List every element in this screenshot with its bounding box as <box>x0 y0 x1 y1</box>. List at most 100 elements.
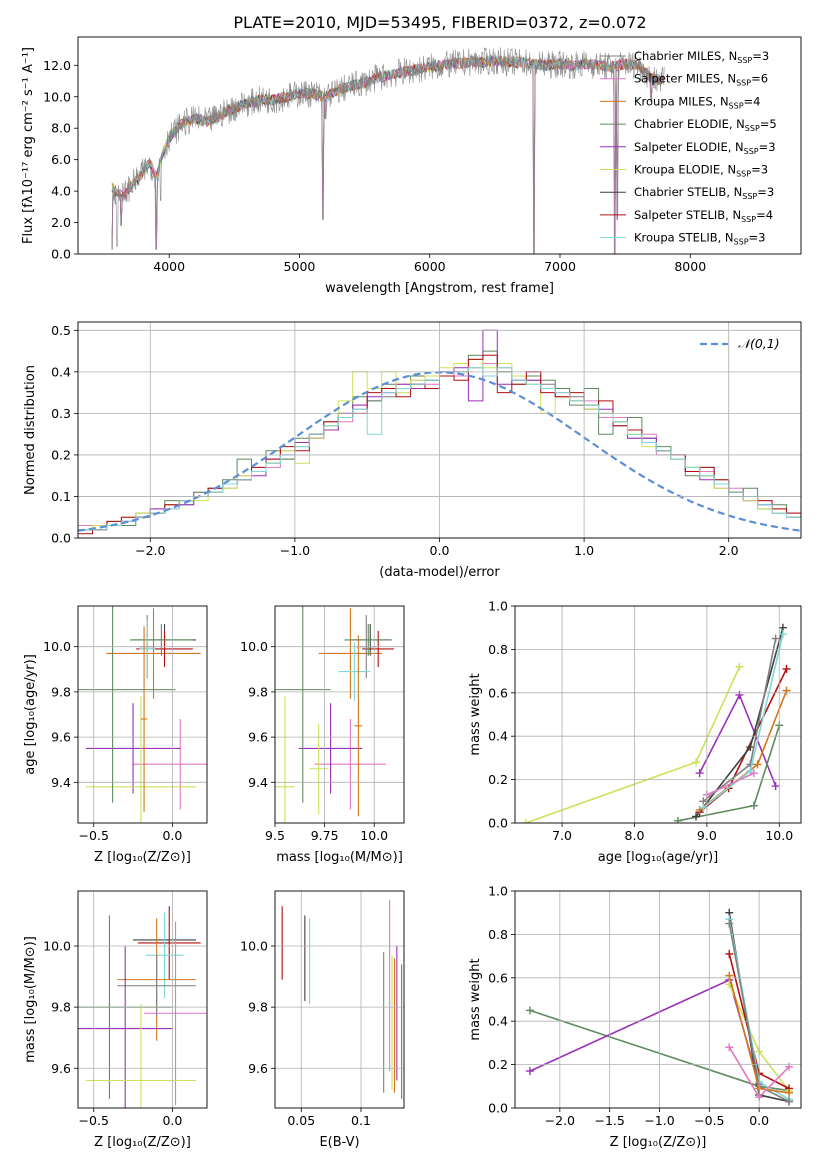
histogram-series <box>78 354 801 538</box>
x-tick-label: 5000 <box>284 259 316 274</box>
y-tick-label: 9.8 <box>51 684 71 699</box>
y-tick-label: 6.0 <box>51 152 71 167</box>
x-tick-label: 4000 <box>153 259 185 274</box>
y-axis-label: mass weight <box>468 673 483 755</box>
y-tick-label: 10.0 <box>240 939 268 954</box>
errorbar-point <box>275 606 331 803</box>
x-tick-label: 0.0 <box>162 1113 182 1128</box>
y-tick-label: 9.8 <box>51 1000 71 1015</box>
panel-mass-vs-age: 9.5 9.75 10.0 9.4 9.6 9.8 10.0 mass [log₁₀(M/M⊙… <box>240 605 405 865</box>
legend-label: Chabrier ELODIE, NSSP=5 <box>634 117 777 133</box>
errorbar-point <box>85 696 196 823</box>
x-tick-label: 7.0 <box>552 828 572 843</box>
weight-marker <box>778 630 787 639</box>
weight-marker <box>735 690 744 699</box>
x-axis-label: mass [log₁₀(M/M⊙)] <box>276 850 403 865</box>
errorbar-point <box>140 626 148 812</box>
y-tick-label: 9.6 <box>248 730 268 745</box>
y-tick-label: 10.0 <box>43 89 71 104</box>
y-tick-label: 9.8 <box>248 1000 268 1015</box>
spectrum-series <box>111 54 665 254</box>
weight-marker <box>782 686 791 695</box>
x-tick-label: −1.0 <box>644 1113 674 1128</box>
legend-label: Chabrier MILES, NSSP=3 <box>634 49 769 65</box>
errorbar-point <box>145 912 184 998</box>
y-tick-label: 0.4 <box>51 364 71 379</box>
axes-frame <box>514 605 802 824</box>
errorbar-point <box>298 703 363 794</box>
errorbar-point <box>129 624 193 656</box>
histogram-series <box>78 358 801 538</box>
panel-z-vs-age: −0.5 0.0 9.4 9.6 9.8 10.0 Z [log₁₀(Z/Z⊙)] age [… <box>23 605 208 865</box>
axes-frame <box>274 890 405 1109</box>
y-tick-label: 0.6 <box>488 970 508 985</box>
spectrum-series <box>111 55 665 254</box>
x-axis-label: (data-model)/error <box>379 565 500 580</box>
y-tick-label: 9.4 <box>248 775 268 790</box>
y-tick-label: 8.0 <box>51 121 71 136</box>
histogram-series <box>78 358 801 538</box>
weight-marker <box>725 1043 734 1052</box>
plot-area-ebv-vs-mass <box>281 900 403 1099</box>
weight-marker <box>725 919 734 928</box>
errorbar-point <box>78 946 173 1108</box>
weight-marker <box>749 769 758 778</box>
legend-label: 𝒩(0,1) <box>738 336 780 351</box>
weight-marker <box>725 971 734 980</box>
weight-marker <box>782 664 791 673</box>
errorbar-point <box>354 635 363 817</box>
errorbar-point <box>137 906 201 980</box>
weight-marker <box>785 1088 794 1097</box>
histogram-series <box>78 367 801 538</box>
x-tick-label: 6000 <box>414 259 446 274</box>
weight-marker <box>785 1097 794 1106</box>
y-tick-label: 0.0 <box>488 1101 508 1116</box>
y-tick-label: 9.6 <box>248 1061 268 1076</box>
weight-series <box>695 627 784 817</box>
x-tick-label: 0.0 <box>749 1113 769 1128</box>
x-tick-label: 7000 <box>544 259 576 274</box>
errorbar-point <box>275 696 295 823</box>
weight-marker <box>735 662 744 671</box>
weight-series <box>525 666 741 823</box>
weight-marker <box>753 760 762 769</box>
weight-marker <box>695 769 704 778</box>
errorbar-point <box>318 608 383 699</box>
y-tick-label: 10.0 <box>240 639 268 654</box>
errorbar-point <box>85 703 181 794</box>
figure-title: PLATE=2010, MJD=53495, FIBERID=0372, z=0… <box>233 13 646 32</box>
axes-frame <box>274 605 405 824</box>
weight-marker <box>673 816 682 823</box>
legend-label: Chabrier STELIB, NSSP=3 <box>634 185 774 201</box>
x-tick-label: −2.0 <box>545 1113 575 1128</box>
weight-marker <box>771 634 780 643</box>
y-tick-label: 9.4 <box>51 775 71 790</box>
spectrum-series <box>111 47 665 254</box>
x-tick-label: 8.0 <box>625 828 645 843</box>
y-tick-label: 1.0 <box>488 884 508 899</box>
x-tick-label: 0.0 <box>430 543 450 558</box>
weight-series <box>677 725 781 822</box>
errorbar-point <box>338 642 371 701</box>
spectrum-series <box>111 55 665 202</box>
x-tick-label: 10.0 <box>765 828 793 843</box>
y-tick-label: 9.8 <box>248 684 268 699</box>
errorbar-point <box>139 619 156 679</box>
x-tick-label: −0.5 <box>79 828 109 843</box>
histogram-series <box>78 363 801 538</box>
x-tick-label: 0.1 <box>351 1113 371 1128</box>
x-axis-label: wavelength [Angstrom, rest frame] <box>325 281 554 296</box>
y-tick-label: 0.4 <box>488 729 508 744</box>
y-tick-label: 0.5 <box>51 323 71 338</box>
x-tick-label: 0.0 <box>162 828 182 843</box>
axes-frame <box>77 605 208 824</box>
x-tick-label: −1.0 <box>280 543 310 558</box>
x-axis-label: Z [log₁₀(Z/Z⊙)] <box>94 1135 191 1150</box>
x-tick-label: 10.0 <box>360 828 388 843</box>
errorbar-point <box>106 608 201 699</box>
plot-area-spectrum <box>111 47 665 254</box>
weight-marker <box>746 743 755 752</box>
y-axis-label: age [log₁₀(age/yr)] <box>23 654 38 775</box>
y-tick-label: 0.6 <box>488 685 508 700</box>
panel-spectrum: 4000 5000 6000 7000 8000 0.0 2.0 4.0 6.0 8.0 10.0 1… <box>21 36 802 296</box>
